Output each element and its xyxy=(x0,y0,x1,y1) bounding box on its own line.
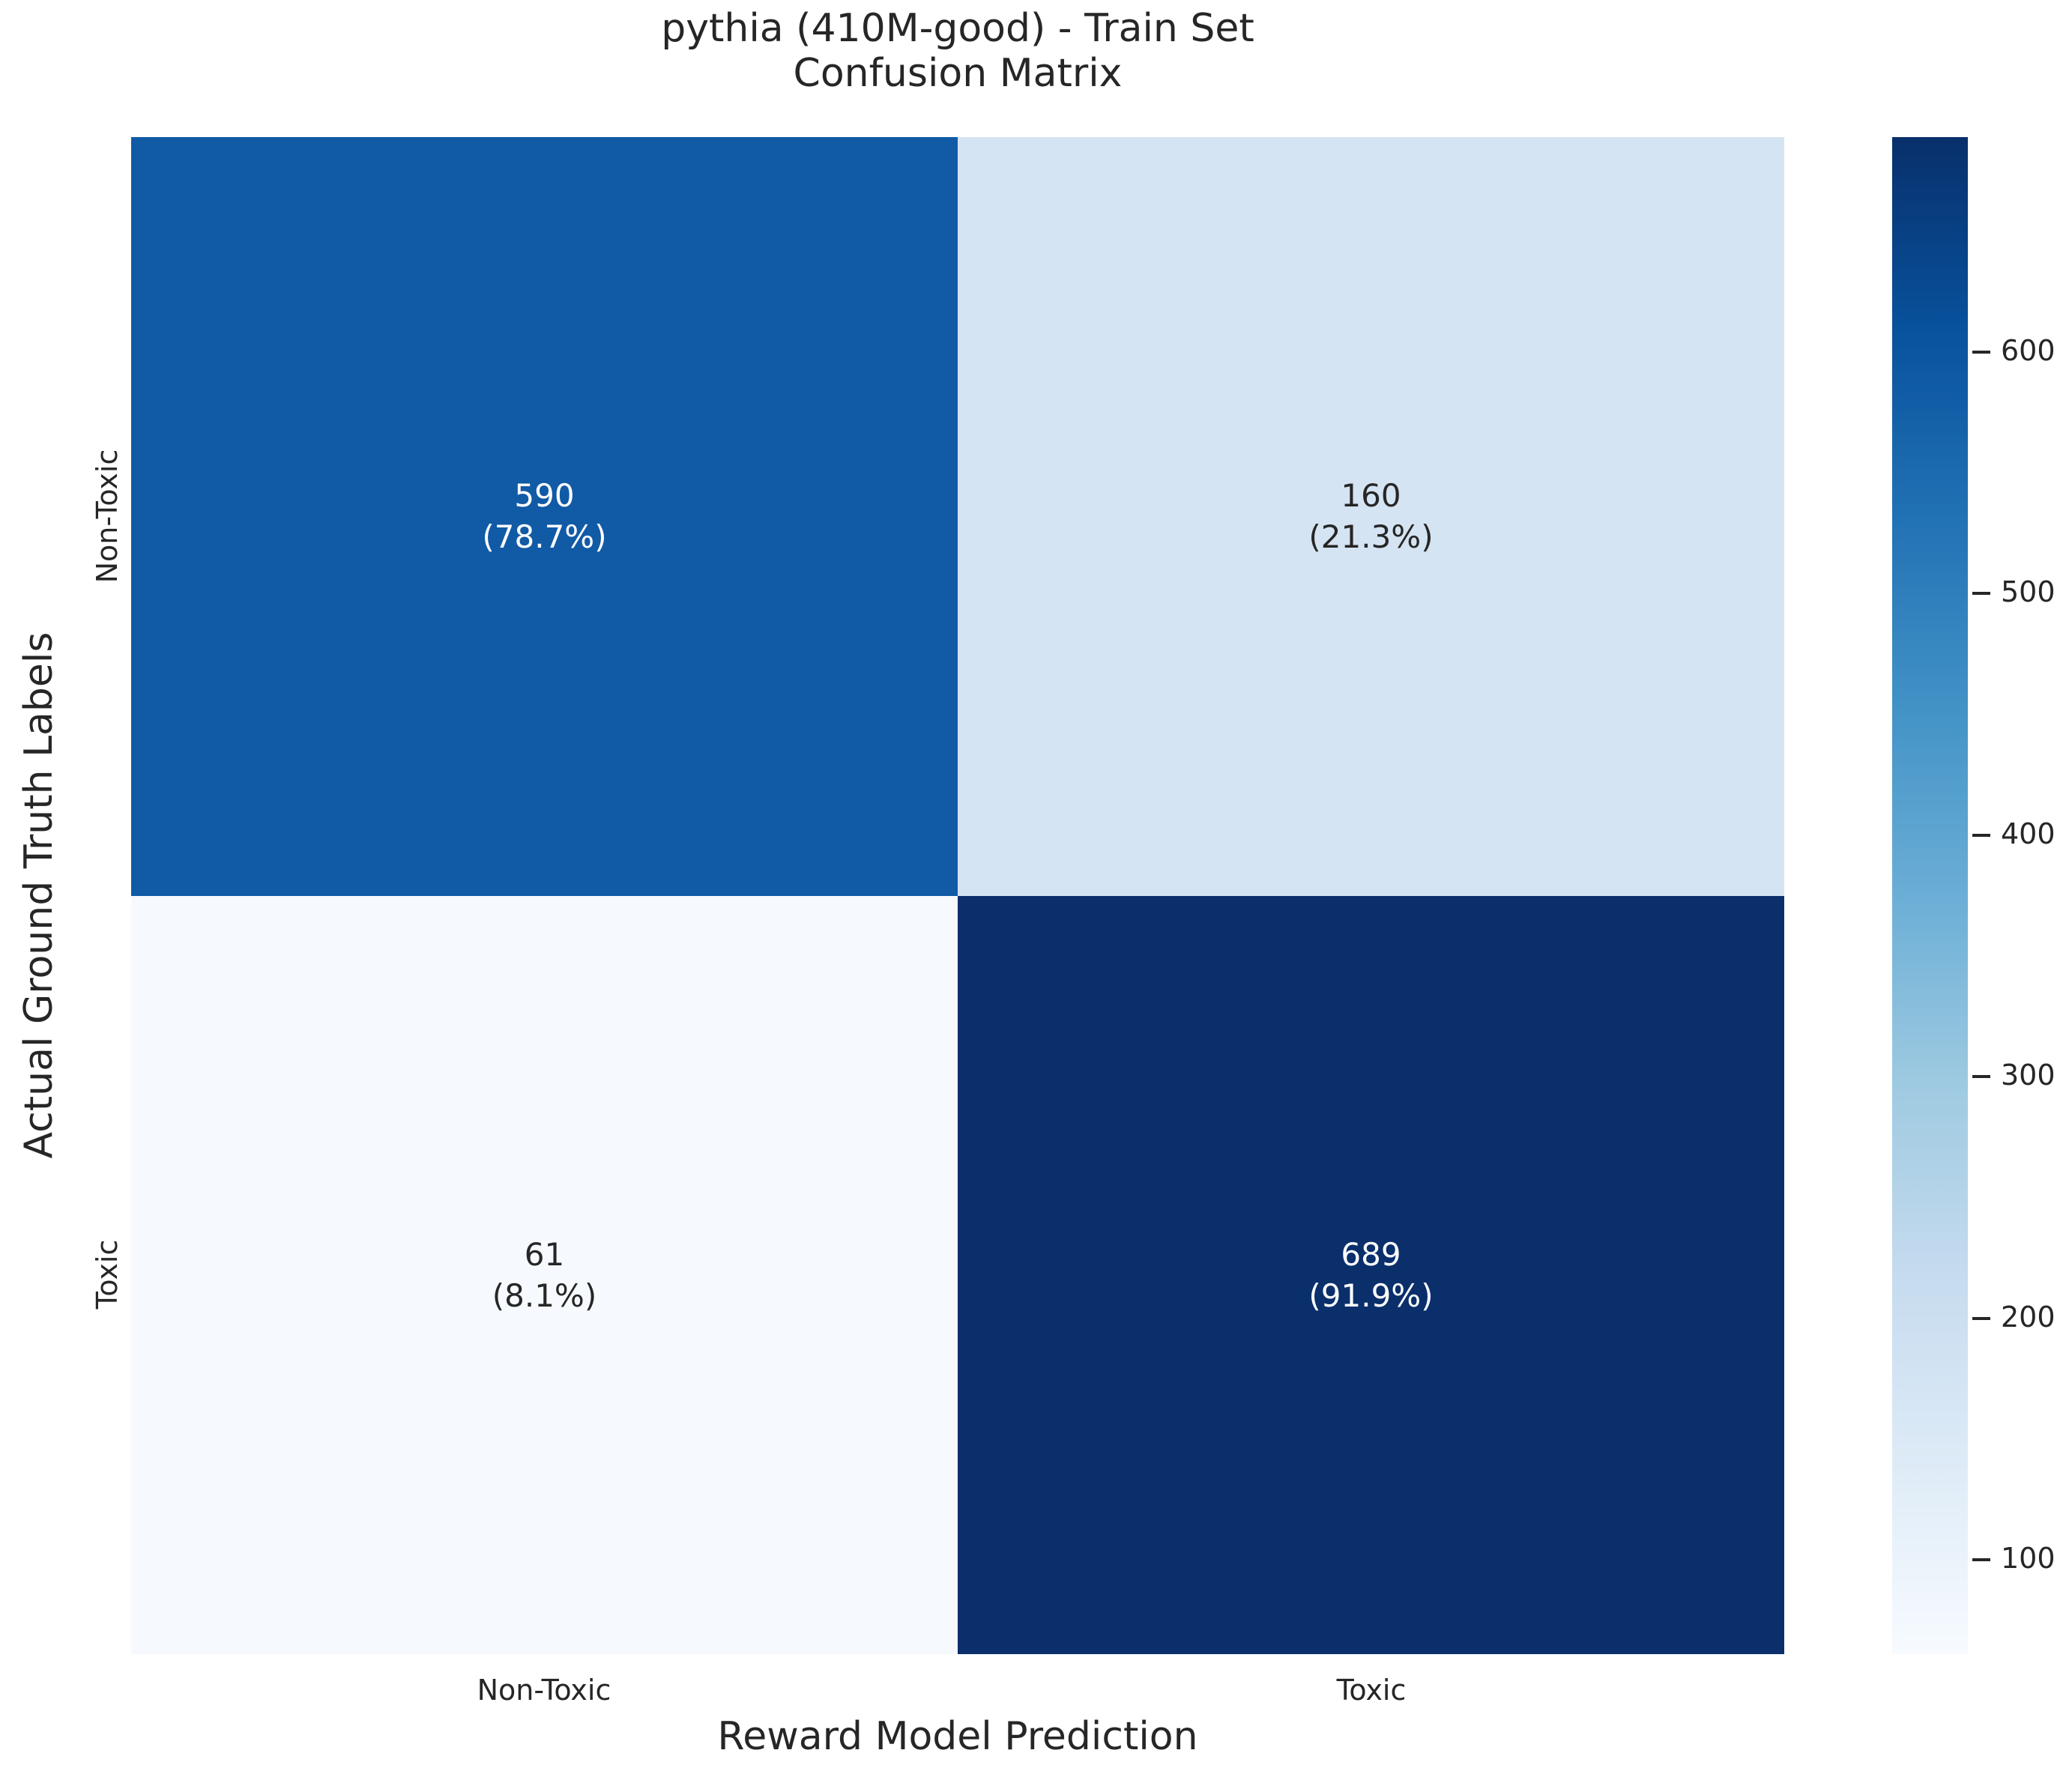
cell-count: 689 xyxy=(1341,1235,1401,1273)
colorbar-tick-mark xyxy=(1972,1558,1990,1562)
heatmap-cell-toxic-nontoxic: 61 (8.1%) xyxy=(131,895,958,1654)
colorbar-tick-mark xyxy=(1972,351,1990,354)
x-tick-toxic: Toxic xyxy=(1336,1674,1407,1707)
chart-title: pythia (410M-good) - Train Set Confusion… xyxy=(131,6,1784,96)
y-axis-label: Actual Ground Truth Labels xyxy=(16,632,61,1159)
cell-count: 590 xyxy=(514,477,575,515)
x-tick-non-toxic: Non-Toxic xyxy=(477,1674,611,1707)
colorbar-tick-label: 500 xyxy=(2001,575,2056,609)
colorbar-tick-label: 200 xyxy=(2001,1300,2056,1334)
cell-count: 160 xyxy=(1341,477,1401,515)
colorbar-tick-mark xyxy=(1972,833,1990,837)
heatmap-grid: 590 (78.7%) 160 (21.3%) 61 (8.1%) 689 (9… xyxy=(131,137,1784,1654)
colorbar-tick-label: 100 xyxy=(2001,1542,2056,1575)
colorbar-tick-mark xyxy=(1972,592,1990,596)
chart-title-line-1: pythia (410M-good) - Train Set xyxy=(661,6,1254,51)
colorbar-tick-label: 300 xyxy=(2001,1059,2056,1092)
cell-percent: (8.1%) xyxy=(492,1277,597,1314)
heatmap-cell-nontoxic-toxic: 160 (21.3%) xyxy=(958,137,1784,896)
colorbar-tick-label: 400 xyxy=(2001,817,2056,850)
colorbar-tick-mark xyxy=(1972,1316,1990,1320)
cell-percent: (78.7%) xyxy=(482,518,607,556)
colorbar-tick-label: 600 xyxy=(2001,334,2056,367)
colorbar: 100 200 300 400 500 600 xyxy=(1892,137,2056,1654)
cell-percent: (21.3%) xyxy=(1308,518,1434,556)
cell-count: 61 xyxy=(524,1235,565,1273)
cell-percent: (91.9%) xyxy=(1308,1277,1434,1314)
x-axis-label: Reward Model Prediction xyxy=(717,1714,1198,1759)
chart-title-line-2: Confusion Matrix xyxy=(793,51,1123,96)
colorbar-tick-mark xyxy=(1972,1075,1990,1079)
heatmap-cell-toxic-toxic: 689 (91.9%) xyxy=(958,895,1784,1654)
heatmap-cell-nontoxic-nontoxic: 590 (78.7%) xyxy=(131,137,958,896)
